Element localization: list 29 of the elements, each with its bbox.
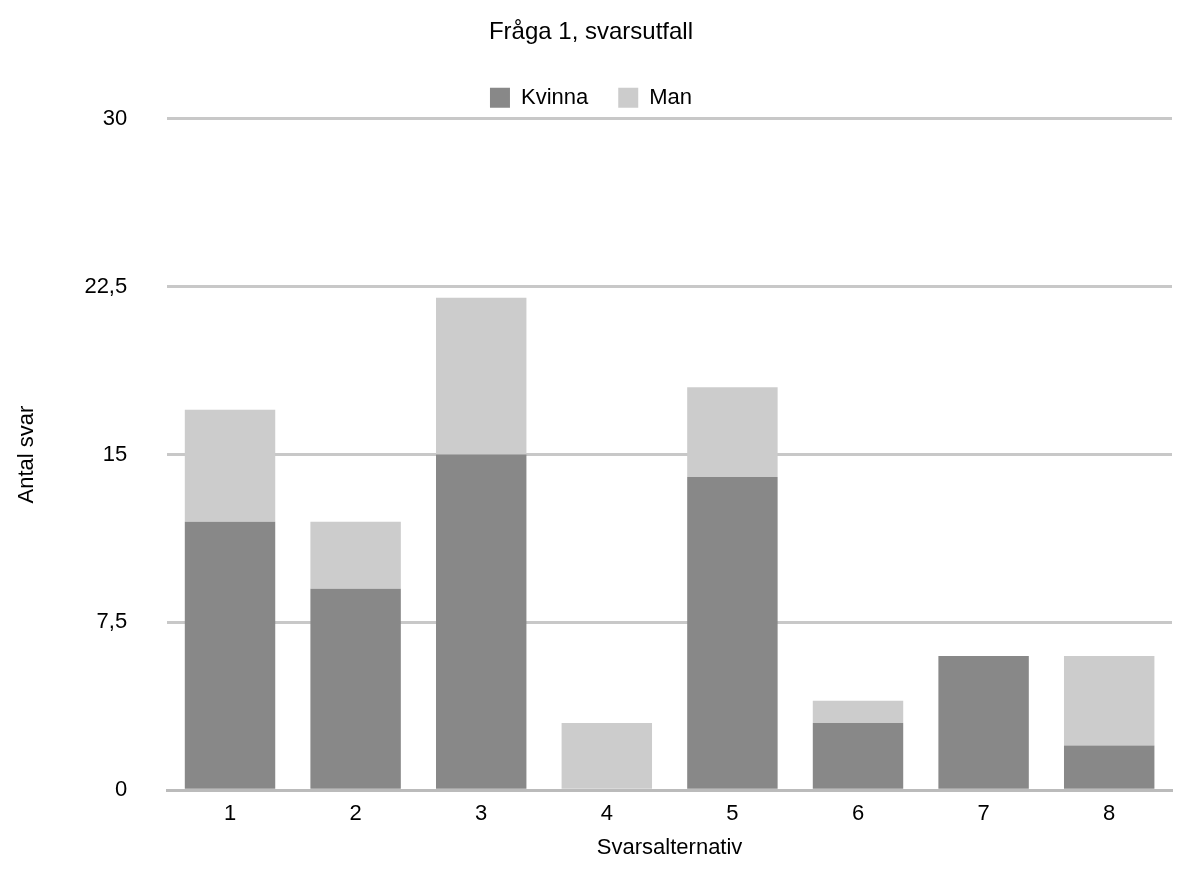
x-tick-label: 3 [475, 800, 488, 826]
bar [310, 521, 401, 589]
y-tick-label: 30 [102, 104, 128, 130]
bar [687, 476, 778, 789]
bar [310, 588, 401, 789]
y-tick-label: 7,5 [96, 608, 128, 634]
x-tick-label: 1 [223, 800, 237, 826]
y-tick-label: 15 [102, 440, 128, 466]
x-tick-label: 5 [726, 800, 739, 826]
y-axis-title: Antal svar [13, 405, 39, 504]
bar [812, 723, 904, 789]
chart-title: Fråga 1, svarsutfall [488, 17, 694, 45]
bar [436, 454, 527, 789]
y-tick-label: 0 [114, 776, 128, 802]
bar [938, 655, 1029, 789]
bar [184, 521, 276, 789]
legend-label: Kvinna [520, 83, 589, 109]
bar [812, 700, 904, 724]
x-tick-label: 4 [600, 800, 613, 826]
x-tick-label: 2 [349, 800, 362, 826]
legend-label: Man [649, 83, 693, 109]
x-tick-label: 7 [977, 800, 990, 826]
y-tick-label: 22,5 [84, 272, 128, 298]
x-axis-title: Svarsalternativ [596, 833, 743, 859]
x-tick-label: 6 [851, 800, 865, 826]
bar [561, 723, 653, 789]
x-tick-label: 8 [1103, 800, 1116, 826]
bar [1063, 655, 1155, 746]
bar [1063, 745, 1155, 789]
